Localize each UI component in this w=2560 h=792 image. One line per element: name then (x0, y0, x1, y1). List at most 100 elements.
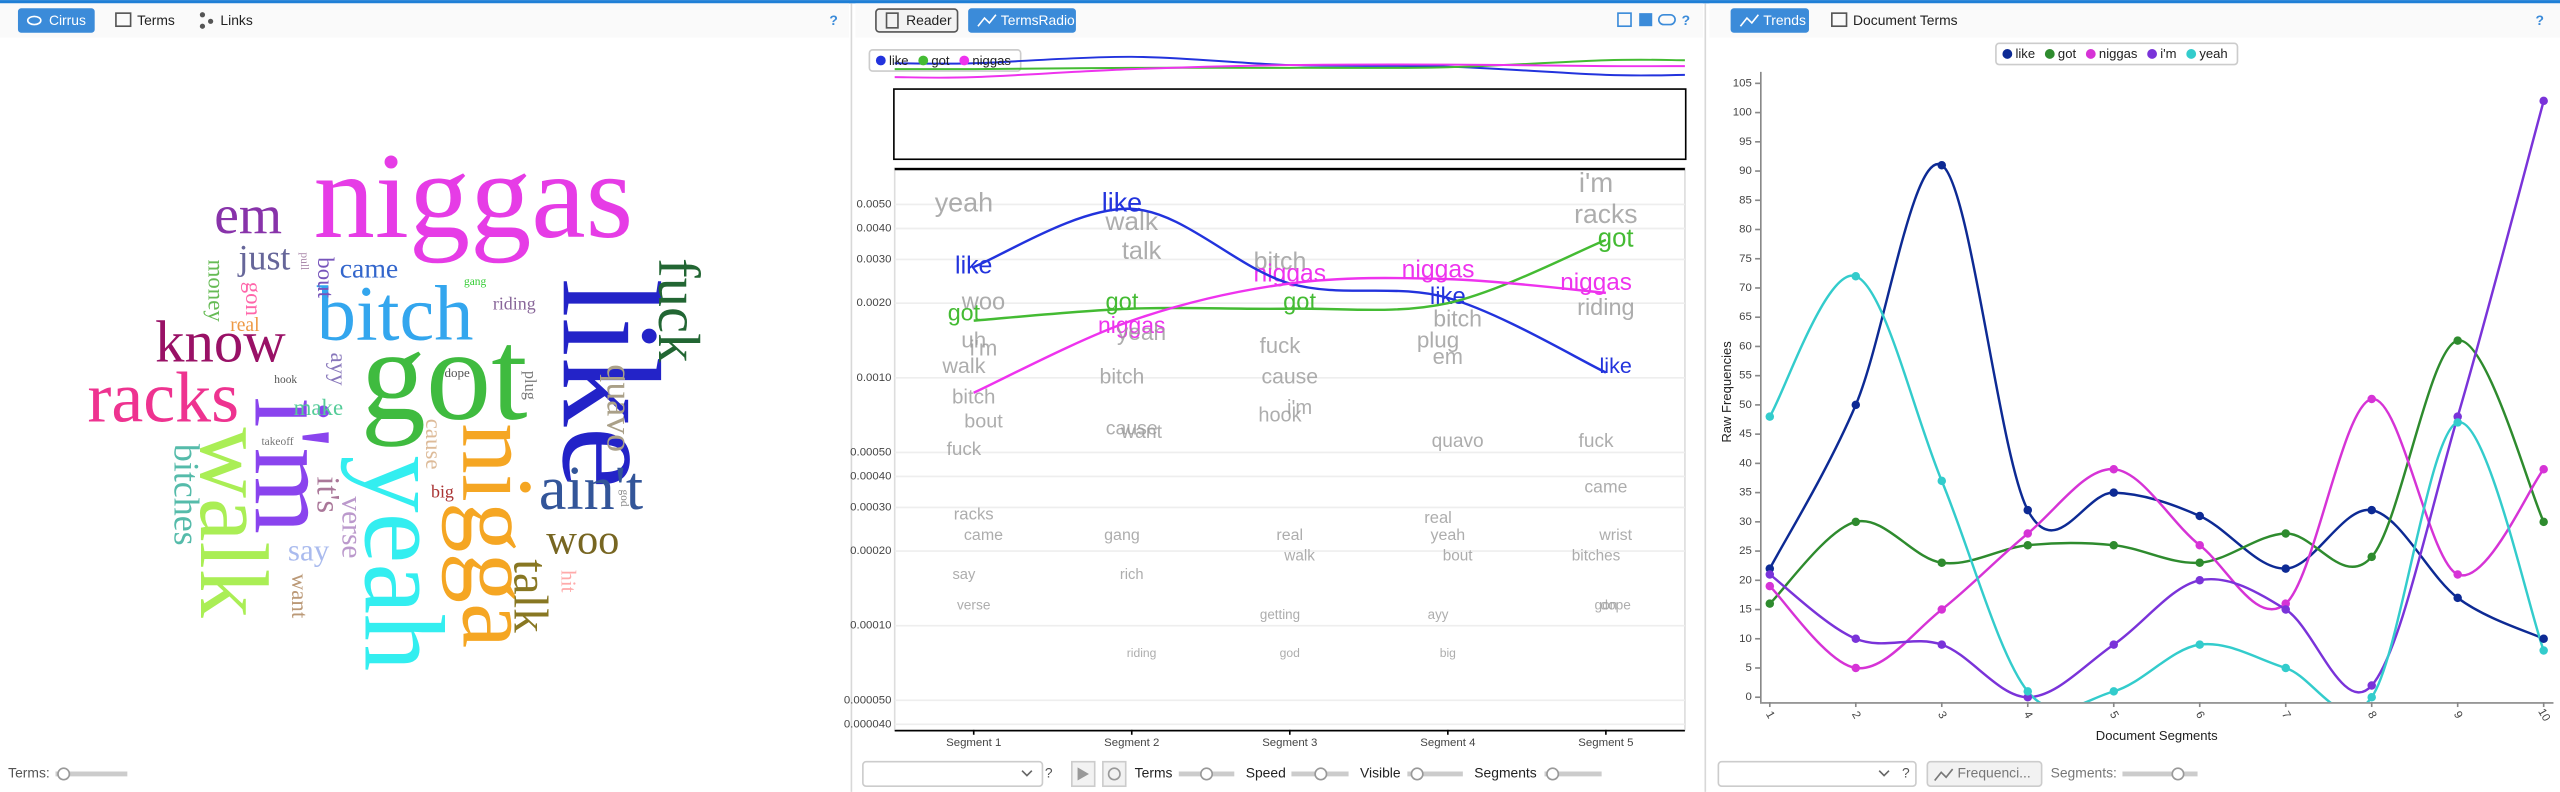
cloud-term[interactable]: real (230, 315, 260, 336)
cloud-term[interactable]: em (214, 185, 282, 246)
data-point[interactable] (2539, 464, 2548, 474)
cloud-term[interactable]: bout (313, 257, 338, 298)
data-point[interactable] (2195, 640, 2204, 649)
cloud-term[interactable]: walk (179, 427, 287, 617)
data-point[interactable] (2453, 336, 2462, 345)
cloud-term[interactable]: takeoff (262, 436, 294, 448)
cloud-term[interactable]: bitch (317, 270, 474, 357)
cloud-term[interactable]: fuck (646, 258, 711, 363)
cloud-term[interactable]: plug (521, 371, 540, 400)
dropdown[interactable] (862, 760, 1044, 788)
cloud-term[interactable]: hit (557, 570, 581, 593)
data-point[interactable] (2367, 394, 2376, 404)
tab-label[interactable]: Cirrus (49, 12, 86, 28)
help[interactable]: ? (1045, 765, 1053, 781)
cloud-term[interactable]: gon (241, 282, 266, 317)
data-point[interactable] (2367, 681, 2376, 690)
cloud-term[interactable]: make (294, 395, 343, 420)
cloud-term[interactable]: quavo (599, 364, 639, 452)
data-point[interactable] (1765, 581, 1775, 591)
cloud-term[interactable]: like (533, 278, 688, 489)
cloud-term[interactable]: want (287, 574, 312, 619)
cloud-term[interactable]: came (340, 253, 399, 284)
help[interactable]: ? (829, 12, 837, 28)
slider-knob[interactable] (1314, 767, 1328, 781)
tab-button[interactable] (968, 8, 1076, 33)
help[interactable]: ? (1902, 765, 1910, 781)
data-point[interactable] (2109, 687, 2118, 696)
cloud-term[interactable]: bitches (167, 444, 207, 546)
data-point[interactable] (2281, 529, 2290, 538)
data-point[interactable] (2281, 663, 2290, 673)
cloud-term[interactable]: gang (464, 276, 486, 288)
data-point[interactable] (1937, 640, 1947, 649)
cloud-term[interactable]: say (288, 533, 330, 568)
cloud-term[interactable]: woo (546, 516, 619, 563)
data-point[interactable] (2367, 505, 2376, 515)
data-point[interactable] (2109, 464, 2118, 474)
help[interactable]: ? (2536, 12, 2544, 28)
cloud-term[interactable]: ain't (539, 455, 643, 523)
cloud-term[interactable]: niggas (314, 129, 634, 264)
tab-label[interactable]: TermsRadio (1001, 12, 1075, 28)
data-point[interactable] (1851, 517, 1861, 527)
tab-label[interactable]: Trends (1763, 12, 1806, 28)
data-point[interactable] (2195, 511, 2204, 521)
cloud-term[interactable]: big (431, 481, 454, 501)
cloud-term[interactable]: i'm (230, 397, 353, 534)
cloud-term[interactable]: hook (274, 374, 297, 386)
data-point[interactable] (2109, 640, 2118, 649)
data-point[interactable] (2281, 564, 2290, 573)
slider-knob[interactable] (1410, 767, 1424, 781)
data-point[interactable] (1937, 605, 1947, 614)
data-point[interactable] (2453, 418, 2462, 427)
data-point[interactable] (2539, 96, 2548, 106)
cloud-term[interactable]: it's (309, 476, 345, 513)
cloud-term[interactable]: racks (87, 357, 239, 437)
cloud-term[interactable]: pull (298, 252, 310, 270)
data-point[interactable] (2281, 605, 2290, 614)
data-point[interactable] (2539, 634, 2548, 644)
data-point[interactable] (2023, 529, 2032, 538)
data-point[interactable] (2195, 576, 2204, 585)
tab-label[interactable]: Terms (137, 12, 175, 28)
cloud-term[interactable]: nigga (441, 423, 553, 648)
data-point[interactable] (2453, 412, 2462, 421)
data-point[interactable] (2109, 488, 2118, 497)
tab-button[interactable] (17, 8, 95, 33)
data-point[interactable] (1937, 558, 1947, 568)
data-point[interactable] (1851, 272, 1861, 281)
tab-label[interactable]: Document Terms (1853, 12, 1958, 28)
cloud-term[interactable]: cause (421, 419, 446, 470)
reset-button[interactable] (1102, 760, 1127, 788)
dropdown[interactable] (1717, 760, 1917, 788)
data-point[interactable] (2367, 552, 2376, 562)
data-point[interactable] (2453, 570, 2462, 579)
icon[interactable] (1617, 12, 1632, 28)
data-point[interactable] (1851, 634, 1861, 644)
cloud-term[interactable]: ayy (326, 353, 351, 387)
data-point[interactable] (2109, 540, 2118, 550)
data-point[interactable] (2539, 646, 2548, 655)
data-point[interactable] (2281, 599, 2290, 608)
cloud-term[interactable]: got (361, 304, 528, 448)
cloud-term[interactable]: know (155, 309, 286, 374)
data-point[interactable] (1765, 564, 1775, 573)
cloud-term[interactable]: riding (493, 294, 536, 314)
data-point[interactable] (1765, 599, 1775, 608)
data-point[interactable] (2367, 692, 2376, 702)
cloud-term[interactable]: money (204, 260, 229, 323)
data-point[interactable] (1937, 476, 1947, 486)
data-point[interactable] (1937, 160, 1947, 170)
cloud-term[interactable]: yeah (341, 455, 468, 671)
data-point[interactable] (2195, 558, 2204, 568)
cloud-term[interactable]: just (237, 238, 291, 278)
tab-label[interactable]: Reader (906, 12, 952, 28)
tab-button[interactable] (875, 8, 959, 33)
data-point[interactable] (2539, 517, 2548, 527)
cloud-term[interactable]: talk (503, 559, 558, 633)
data-point[interactable] (1765, 570, 1775, 579)
data-point[interactable] (1851, 400, 1861, 410)
data-point[interactable] (2023, 687, 2032, 696)
icon[interactable] (1657, 13, 1676, 26)
